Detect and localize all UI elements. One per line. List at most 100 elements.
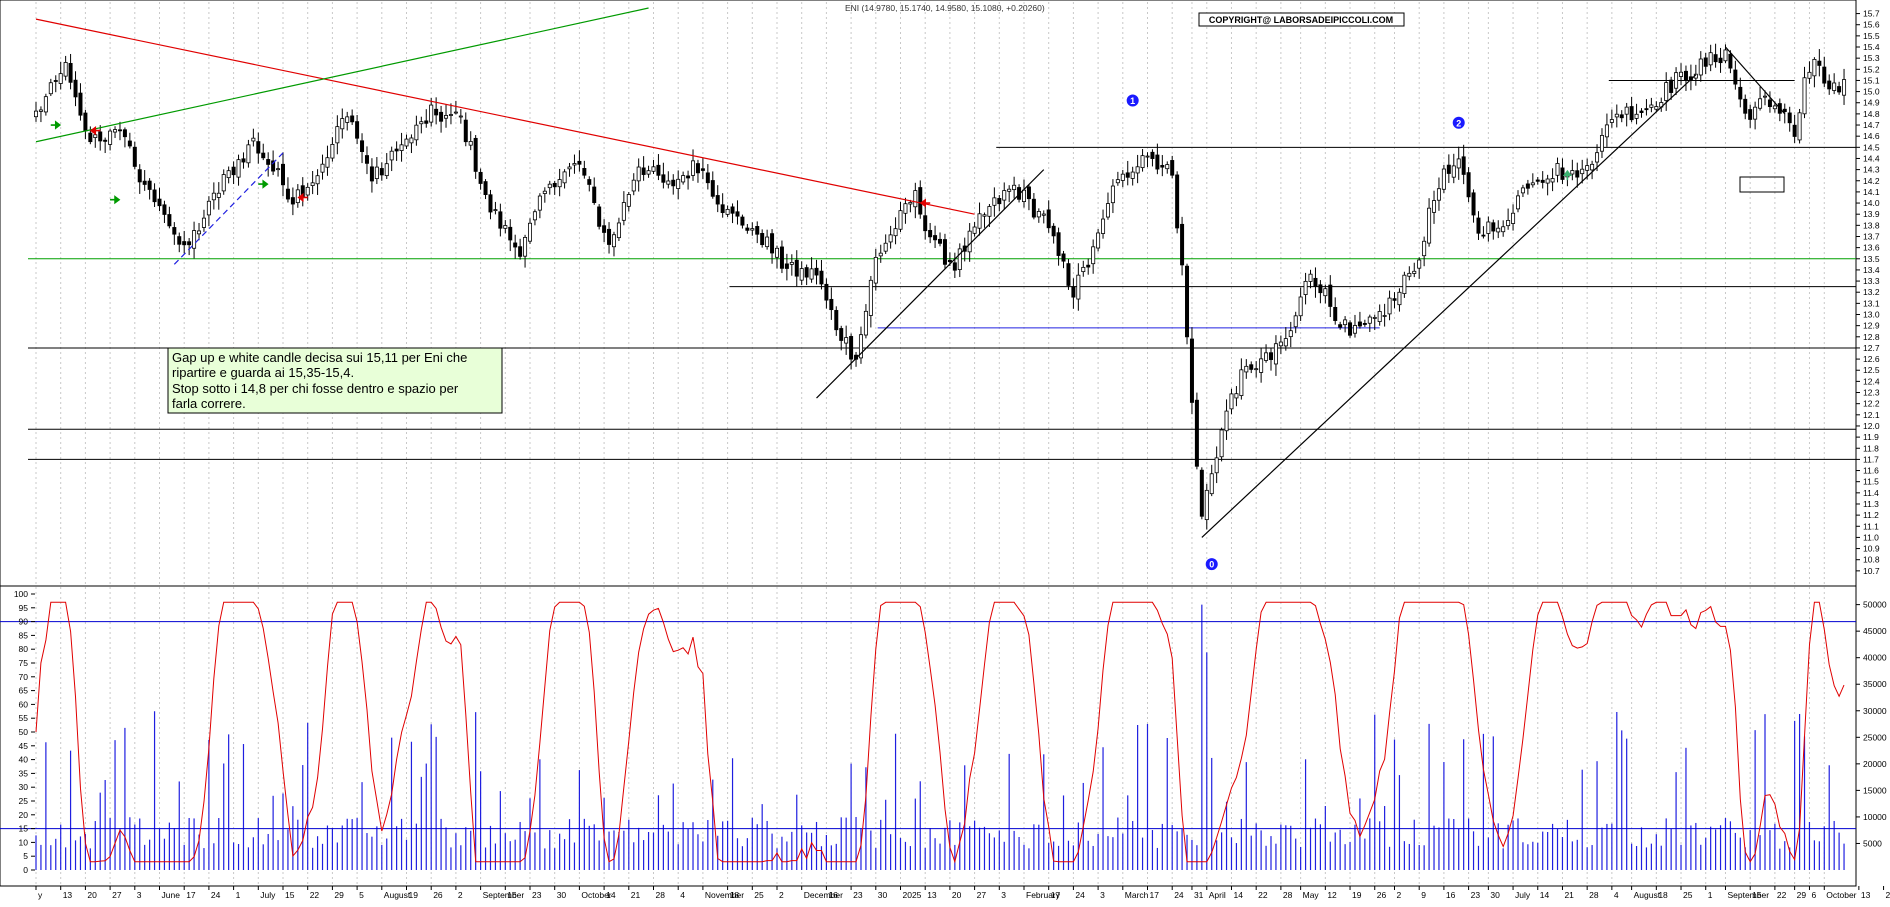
candle-body-up [557, 179, 562, 188]
candle-body-down [597, 206, 602, 227]
candle [1135, 154, 1140, 184]
candle-body-down [285, 188, 290, 200]
candle-body-up [1599, 135, 1604, 152]
candle [582, 160, 587, 179]
candle [646, 165, 651, 178]
candle [117, 121, 122, 141]
date-label: 20 [87, 890, 97, 900]
candle-body-up [898, 210, 903, 230]
osc-tick-label: 85 [19, 630, 29, 640]
candle [1466, 167, 1471, 203]
osc-tick-label: 95 [19, 603, 29, 613]
price-tick-label: 12.4 [1863, 376, 1880, 386]
candle [1308, 269, 1313, 289]
candle-body-down [1466, 172, 1471, 198]
candle [360, 133, 365, 164]
candle-body-down [1348, 322, 1353, 336]
candle-body-down [280, 163, 285, 186]
candle-body-down [1046, 209, 1051, 229]
candle-body-down [686, 175, 691, 179]
candle [1461, 144, 1466, 185]
candle [1407, 266, 1412, 281]
candle [473, 135, 478, 179]
candle-body-up [893, 228, 898, 237]
candle-body-up [503, 225, 508, 229]
candle-body-up [226, 170, 231, 179]
candle [1343, 316, 1348, 333]
candle-body-up [1091, 246, 1096, 265]
candle [142, 170, 147, 191]
date-label: 17 [1150, 890, 1160, 900]
candle [804, 264, 809, 286]
candle [468, 131, 473, 151]
candle-body-up [108, 130, 113, 145]
candle-body-down [1056, 232, 1061, 256]
candle-body-up [113, 129, 118, 133]
candle [760, 229, 765, 248]
date-label: 21 [1564, 890, 1574, 900]
osc-tick-label: 5 [23, 851, 28, 861]
candle-body-up [448, 114, 453, 116]
date-label: August [1634, 890, 1661, 900]
candle-body-up [1224, 410, 1229, 432]
candle-body-down [582, 168, 587, 176]
date-label: 19 [409, 890, 419, 900]
candle-body-up [1115, 179, 1120, 184]
candle [1234, 386, 1239, 407]
price-tick-label: 11.7 [1863, 454, 1879, 464]
candle [1244, 359, 1249, 379]
candle-body-up [429, 104, 434, 123]
candle-body-up [1367, 316, 1372, 324]
candle-body-up [1377, 311, 1382, 322]
candle [1624, 102, 1629, 127]
candle-body-up [1595, 152, 1600, 163]
date-label: 5 [359, 890, 364, 900]
candle [789, 254, 794, 276]
candle-body-up [1664, 82, 1669, 101]
candle-body-down [122, 129, 127, 138]
candle-body-up [1120, 173, 1125, 181]
price-tick-label: 14.7 [1863, 120, 1880, 130]
candle [1051, 223, 1056, 244]
candle [557, 168, 562, 197]
candle-body-down [117, 129, 122, 132]
candle [503, 220, 508, 234]
candle-body-up [868, 279, 873, 316]
candle [285, 177, 290, 203]
price-tick-label: 14.1 [1863, 187, 1880, 197]
copyright-box: COPYRIGHT@ LABORSADEIPICCOLI.COM [1198, 12, 1405, 27]
candle-body-up [197, 230, 202, 235]
date-label: 24 [1075, 890, 1085, 900]
candle [1506, 208, 1511, 230]
candle-body-down [1738, 86, 1743, 100]
candle [1372, 314, 1377, 331]
candle-body-up [903, 203, 908, 214]
candle-body-down [1061, 253, 1066, 262]
candle-body-up [1649, 104, 1654, 108]
candle-body-down [1644, 108, 1649, 111]
candle-body-up [320, 163, 325, 173]
candle [1560, 158, 1565, 185]
candle-body-down [1827, 80, 1832, 90]
candle-body-down [1703, 57, 1708, 67]
candle-body-down [132, 146, 137, 167]
date-label: 16 [1446, 890, 1456, 900]
candle [1763, 90, 1768, 106]
candle-body-up [1763, 95, 1768, 98]
candle-body-up [523, 237, 528, 257]
candle [725, 205, 730, 217]
signal-arrow [110, 195, 121, 205]
wave-label-circle [1452, 116, 1465, 129]
candle [335, 115, 340, 155]
price-tick-label: 15.1 [1863, 75, 1880, 85]
candle [1516, 190, 1521, 213]
candle-body-up [1417, 259, 1422, 269]
candle [1728, 50, 1733, 74]
date-label: 14 [606, 890, 616, 900]
candle [147, 178, 152, 200]
candle-body-up [1209, 473, 1214, 495]
candle [113, 126, 118, 139]
candle-body-up [1323, 288, 1328, 297]
osc-tick-label: 100 [14, 589, 28, 599]
candle-body-up [211, 192, 216, 201]
